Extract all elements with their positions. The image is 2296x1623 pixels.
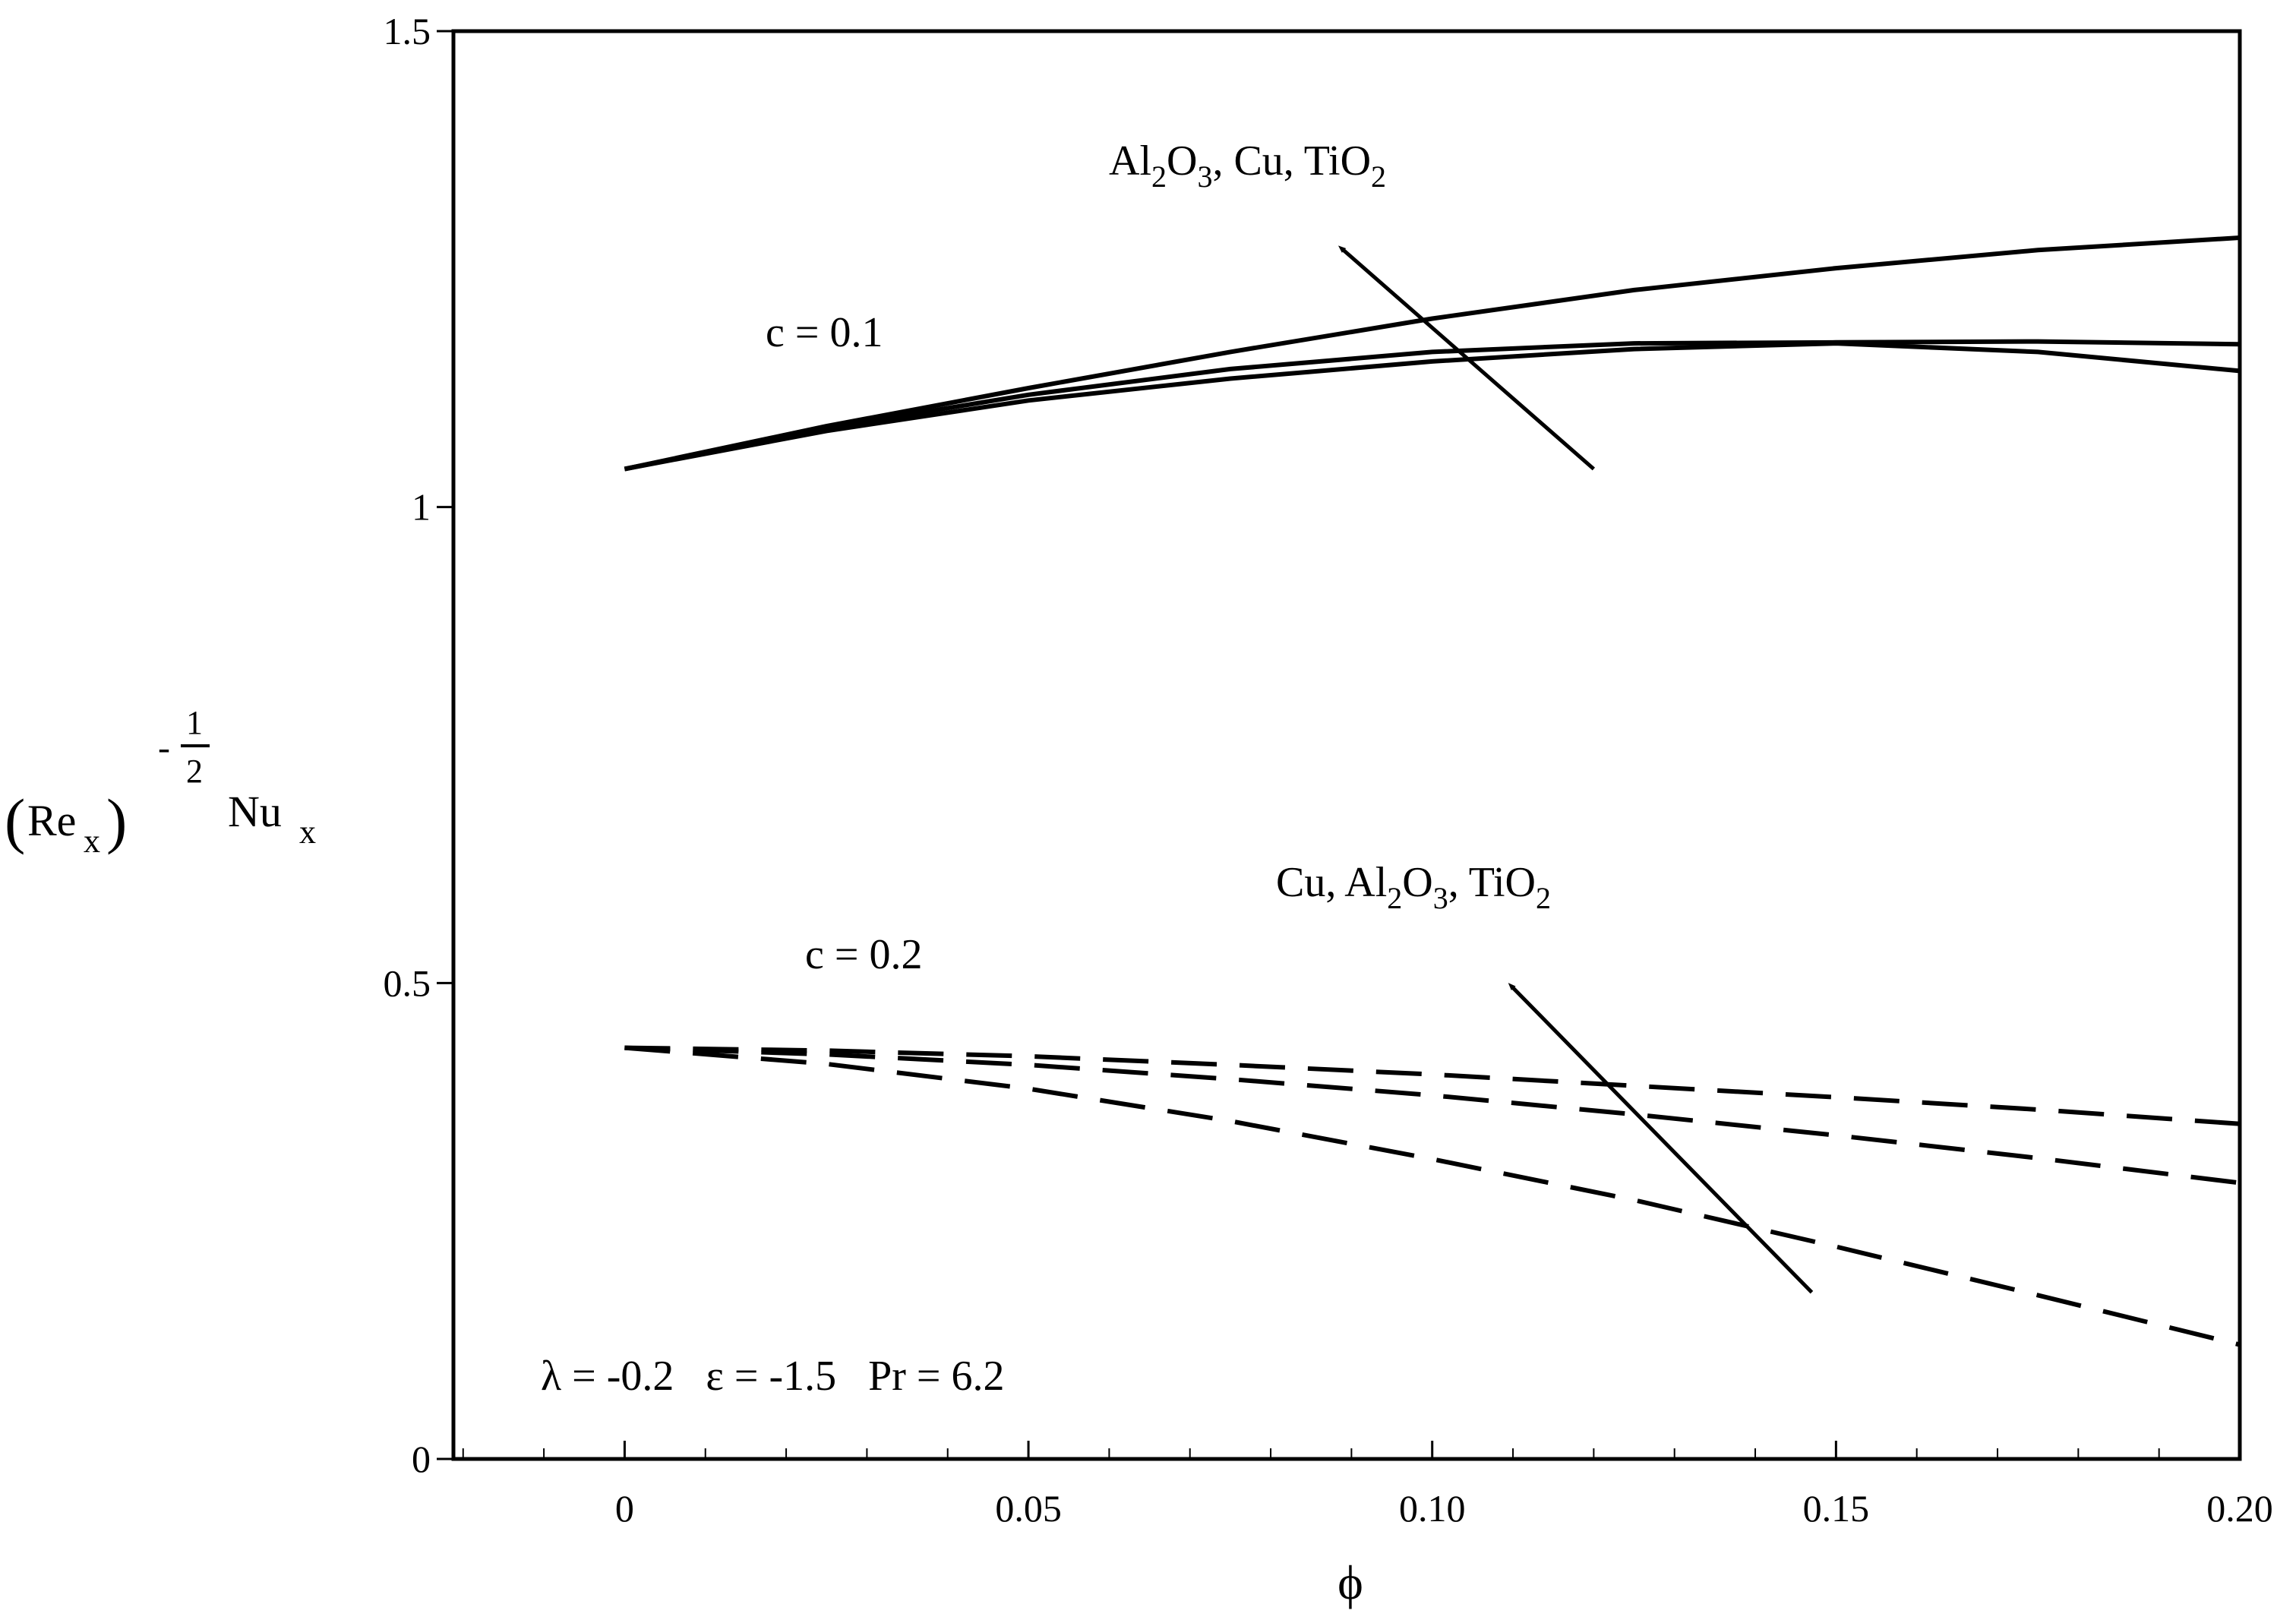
trend-arrow-group1 (1337, 245, 1596, 471)
arrow-label-c-0.1: Al2O3, Cu, TiO2 (1109, 137, 1386, 194)
y-label-exp-sign: - (158, 728, 170, 768)
y-label-base: Re (27, 796, 76, 845)
x-tick-label: 0.05 (995, 1487, 1062, 1530)
series-layer (624, 235, 2241, 1347)
plot-frame (451, 29, 2242, 1461)
x-axis-label: ϕ (1337, 1555, 1363, 1609)
series-line-group2-3 (624, 1045, 2241, 1347)
arrow-label-subscript: 3 (1433, 881, 1448, 915)
arrow-label-part: O (1402, 859, 1432, 906)
arrow-layer (1337, 245, 1814, 1294)
y-label-exp-numerator: 1 (186, 704, 203, 741)
arrow-label-subscript: 3 (1197, 159, 1212, 194)
y-axis-ticks: 0 0.5 1 1.5 (384, 10, 453, 1480)
series-line-group1-3 (624, 341, 2241, 472)
arrow-label-subscript: 2 (1387, 881, 1402, 915)
trend-arrow-group2 (1508, 983, 1814, 1294)
arrow-label-subscript: 2 (1151, 159, 1167, 194)
parameters-annotation: λ = -0.2 ε = -1.5 Pr = 6.2 (541, 1353, 1005, 1400)
y-label-close-paren: ) (106, 786, 127, 855)
arrow-label-c-0.2: Cu, Al2O3, TiO2 (1276, 859, 1551, 915)
series-line-group1-2 (624, 339, 2241, 472)
y-label-exp-denominator: 2 (186, 753, 203, 790)
y-label-open-paren: ( (5, 786, 25, 855)
y-tick-label: 1.5 (384, 10, 431, 52)
arrow-label-part: , Cu, TiO (1212, 137, 1371, 185)
arrow-label-part: O (1167, 137, 1197, 185)
arrow-label-part: Cu, Al (1276, 859, 1387, 906)
y-label-tail: Nu (228, 787, 282, 836)
y-tick-label: 0.5 (384, 961, 431, 1004)
arrow-label-part: Al (1109, 137, 1151, 185)
series-line-group2-1 (624, 1045, 2241, 1126)
arrow-label-subscript: 2 (1536, 881, 1551, 915)
y-tick-label: 1 (412, 486, 431, 529)
x-tick-label: 0.10 (1399, 1487, 1466, 1530)
y-axis-label: ( Re x ) - 1 2 Nu x (5, 704, 316, 860)
x-tick-label: 0.20 (2206, 1487, 2273, 1530)
arrow-label-subscript: 2 (1371, 159, 1386, 194)
x-axis-ticks: 0 0.05 0.10 0.15 0.20 (615, 1441, 2273, 1530)
y-label-base-subscript: x (84, 823, 100, 860)
y-tick-label: 0 (412, 1438, 431, 1480)
arrow-label-part: , TiO (1448, 859, 1536, 906)
series-line-group1-1 (624, 235, 2241, 472)
group-label-c-0.1: c = 0.1 (766, 309, 883, 356)
group-label-c-0.2: c = 0.2 (805, 931, 922, 978)
x-tick-label: 0 (615, 1487, 634, 1530)
x-tick-label: 0.15 (1803, 1487, 1870, 1530)
y-label-tail-subscript: x (299, 813, 316, 851)
